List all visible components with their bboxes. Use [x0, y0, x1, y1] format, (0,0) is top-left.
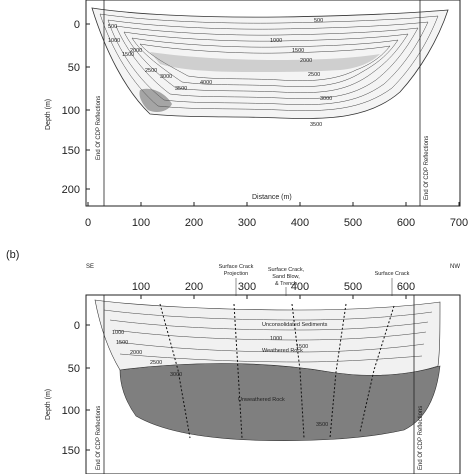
layer-unweathered-rock: Unweathered Rock — [238, 397, 285, 403]
panel-a-contour-labels: 500 1000 1500 2000 2500 3000 3500 4000 1… — [108, 18, 332, 128]
annotation-crack-projection-1: Surface Crack — [219, 264, 254, 270]
panel-b-y-axis-label: Depth (m) — [45, 389, 52, 420]
y-tick-label: 100 — [62, 405, 80, 417]
panel-a-frame — [85, 0, 461, 207]
panel-a-x-axis-label: Distance (m) — [252, 194, 292, 201]
contour-label: 2500 — [150, 360, 162, 366]
contour-label: 500 — [314, 18, 323, 24]
panel-a-y-axis-label: Depth (m) — [45, 99, 52, 130]
y-tick-label: 0 — [74, 320, 80, 332]
contour-label: 2000 — [300, 58, 312, 64]
contour-label: 1500 — [116, 340, 128, 346]
contour-label: 3000 — [320, 96, 332, 102]
contour-label: 3000 — [170, 372, 182, 378]
panel-a-x-axis: Distance (m) 0 100 200 300 400 500 600 7… — [85, 194, 468, 229]
contour-label: 3000 — [160, 74, 172, 80]
panel-b-end-cdp-right-label: End Of CDP Reflections — [418, 406, 424, 470]
panel-b-y-axis: 0 50 100 150 Depth (m) — [45, 320, 90, 457]
top-tick-label: 300 — [238, 281, 256, 293]
annotation-crack-sandblow-3: & Trench — [275, 281, 297, 287]
contour-label: 1000 — [112, 330, 124, 336]
contour-label: 1500 — [296, 344, 308, 350]
x-tick-label: 100 — [132, 217, 150, 229]
contour-label: 3500 — [175, 86, 187, 92]
direction-se: SE — [86, 264, 94, 270]
panel-b-contours — [94, 299, 441, 441]
annotation-crack-sandblow-1: Surface Crack, — [268, 267, 305, 273]
y-tick-label: 50 — [68, 363, 80, 375]
panel-a: End Of CDP Reflections End Of CDP Reflec… — [45, 0, 468, 229]
top-tick-label: 100 — [132, 281, 150, 293]
panel-b-contour-labels: 1000 1500 2000 2500 3000 3500 1000 1500 — [112, 330, 328, 428]
annotation-crack-right: Surface Crack — [375, 271, 410, 277]
y-tick-label: 0 — [74, 19, 80, 31]
x-tick-label: 400 — [291, 217, 309, 229]
panel-b-frame — [85, 294, 461, 474]
x-tick-label: 700 — [450, 217, 468, 229]
contour-label: 1500 — [122, 52, 134, 58]
y-tick-label: 200 — [62, 184, 80, 196]
contour-label: 3500 — [310, 122, 322, 128]
contour-label: 1000 — [270, 38, 282, 44]
y-tick-label: 150 — [62, 145, 80, 157]
y-tick-label: 150 — [62, 445, 80, 457]
panel-b: (b) SE NW Surface Crack Projection Surfa… — [6, 249, 461, 474]
contour-label: 4000 — [200, 80, 212, 86]
contour-label: 2500 — [145, 68, 157, 74]
contour-label: 1000 — [108, 38, 120, 44]
annotation-crack-sandblow-2: Sand Blow, — [272, 274, 300, 280]
top-tick-label: 200 — [185, 281, 203, 293]
top-tick-label: 400 — [291, 281, 309, 293]
annotation-crack-projection-2: Projection — [224, 271, 248, 277]
x-tick-label: 300 — [238, 217, 256, 229]
contour-label: 1000 — [270, 336, 282, 342]
contour-label: 2000 — [130, 350, 142, 356]
panel-a-end-cdp-right-label: End Of CDP Reflections — [424, 136, 430, 200]
contour-label: 500 — [108, 24, 117, 30]
contour-label: 3500 — [316, 422, 328, 428]
panel-a-end-cdp-left-label: End Of CDP Reflections — [96, 96, 102, 160]
x-tick-label: 500 — [344, 217, 362, 229]
contour-label: 2500 — [308, 72, 320, 78]
panel-a-contours — [91, 7, 449, 119]
panel-b-end-cdp-left-label: End Of CDP Reflections — [96, 406, 102, 470]
panel-a-y-axis: 0 50 100 150 200 Depth (m) — [45, 19, 90, 196]
top-tick-label: 600 — [397, 281, 415, 293]
panel-b-label: (b) — [6, 249, 19, 261]
y-tick-label: 50 — [68, 62, 80, 74]
layer-weathered-rock: Weathered Rock — [262, 348, 303, 354]
x-tick-label: 200 — [185, 217, 203, 229]
y-tick-label: 100 — [62, 105, 80, 117]
contour-label: 2000 — [130, 48, 142, 54]
layer-unconsolidated-sediments: Unconsolidated Sediments — [262, 322, 328, 328]
x-tick-label: 0 — [85, 217, 91, 229]
contour-label: 1500 — [292, 48, 304, 54]
x-tick-label: 600 — [397, 217, 415, 229]
panel-b-top-axis: 100 200 300 400 500 600 — [132, 281, 415, 299]
direction-nw: NW — [450, 264, 460, 270]
top-tick-label: 500 — [344, 281, 362, 293]
